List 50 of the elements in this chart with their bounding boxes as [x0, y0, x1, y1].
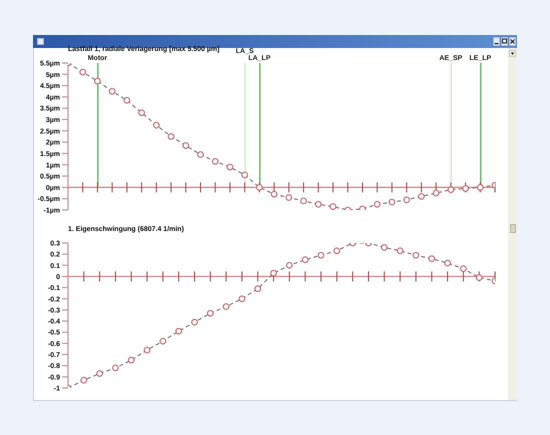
point [286, 194, 292, 201]
point [241, 172, 248, 178]
point [153, 122, 160, 128]
point [462, 185, 469, 192]
point [380, 244, 388, 251]
point [270, 190, 278, 198]
point [79, 68, 86, 76]
point [444, 260, 451, 266]
point [448, 186, 454, 193]
point [222, 303, 230, 310]
point [418, 193, 425, 200]
point [254, 285, 262, 292]
point [302, 256, 309, 264]
point [318, 252, 324, 259]
point [124, 97, 130, 104]
point [330, 203, 336, 210]
point [388, 198, 396, 206]
point [476, 184, 484, 191]
point [94, 78, 101, 84]
point [182, 142, 190, 149]
point [191, 318, 198, 326]
point [403, 196, 410, 204]
point [428, 255, 436, 262]
point [138, 109, 145, 116]
point [80, 376, 88, 384]
point [256, 184, 263, 191]
point [432, 190, 440, 196]
point [315, 201, 322, 208]
point [112, 364, 119, 372]
point [197, 151, 204, 158]
point [374, 201, 381, 208]
point [144, 346, 150, 354]
point [175, 328, 182, 334]
point [476, 274, 482, 281]
point [160, 338, 166, 344]
point [226, 164, 234, 170]
point [334, 248, 340, 254]
point [128, 356, 135, 364]
point [270, 270, 277, 276]
point [207, 310, 214, 317]
point [96, 370, 103, 377]
point [212, 158, 219, 165]
point [108, 88, 116, 95]
point [168, 133, 174, 140]
point [396, 248, 404, 254]
point [300, 198, 307, 204]
point [412, 252, 420, 259]
point [286, 262, 293, 269]
point [460, 265, 467, 272]
point [238, 295, 246, 302]
